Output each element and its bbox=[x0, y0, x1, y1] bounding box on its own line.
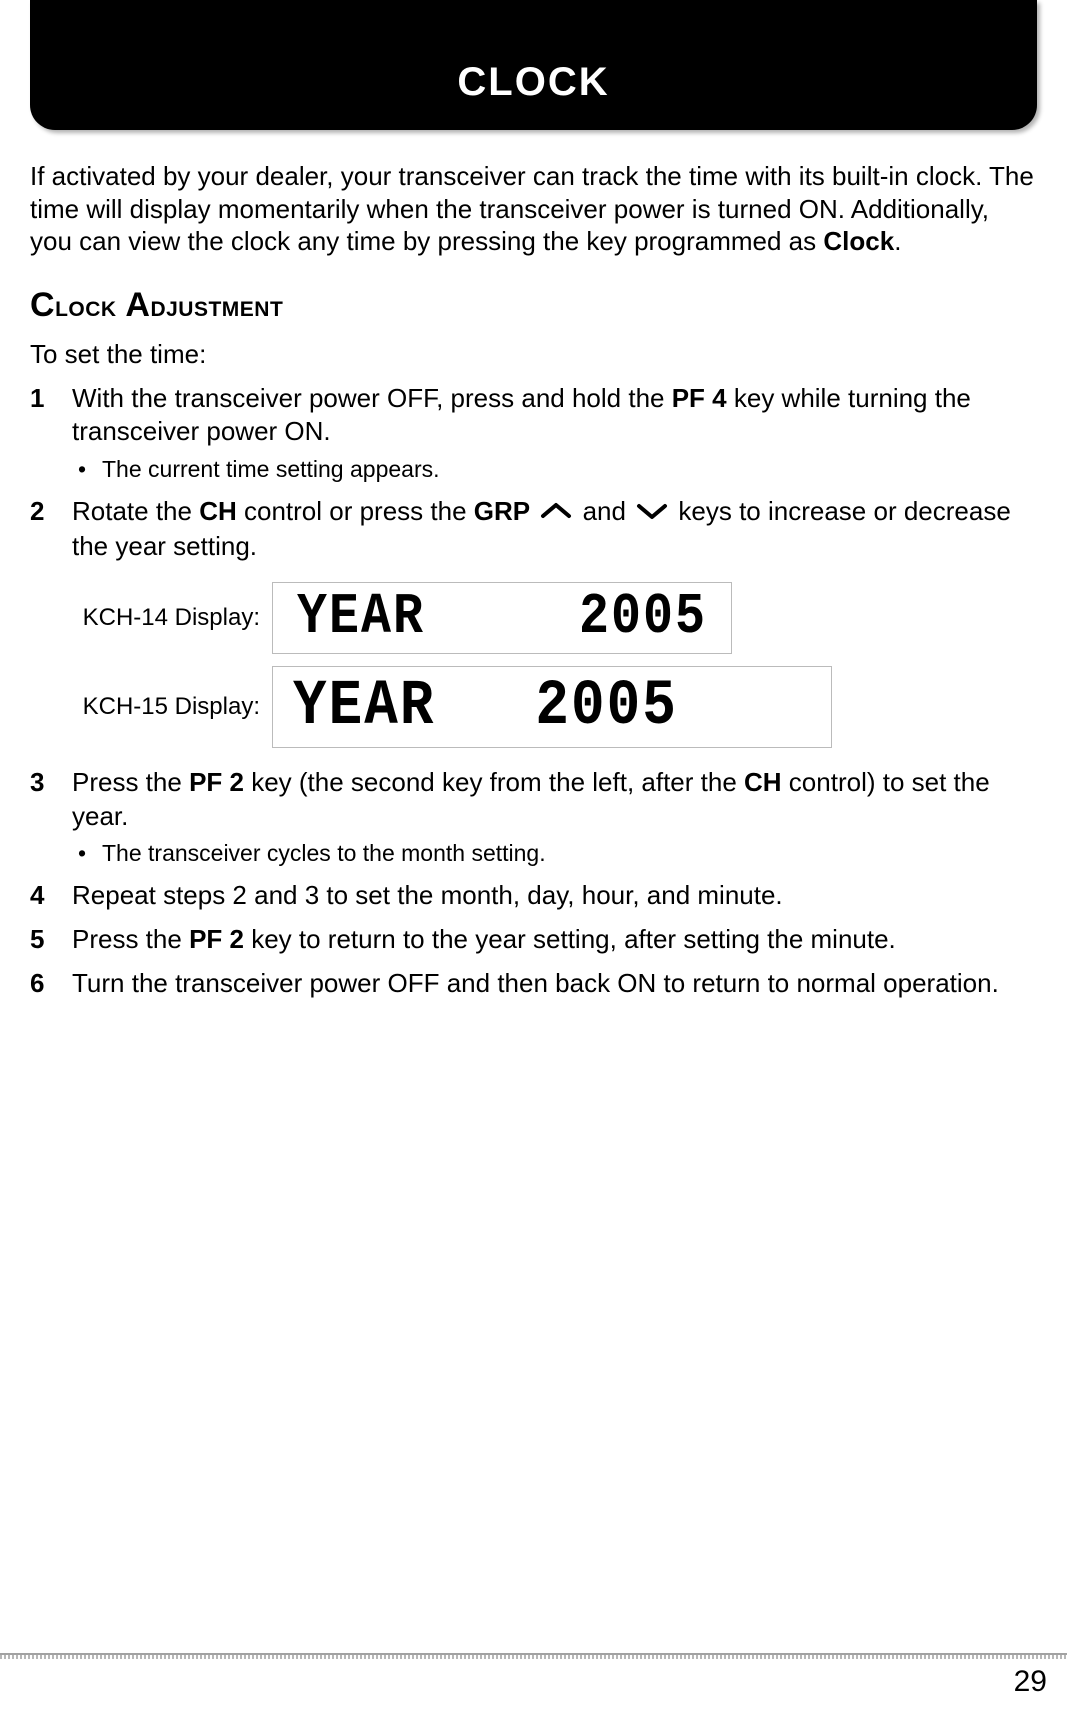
page-header-tab: CLOCK bbox=[30, 0, 1037, 130]
intro-paragraph: If activated by your dealer, your transc… bbox=[30, 160, 1037, 258]
step-4: 4 Repeat steps 2 and 3 to set the month,… bbox=[30, 879, 1037, 913]
bullet-dot: • bbox=[72, 455, 102, 485]
down-arrow-icon bbox=[635, 496, 669, 530]
step-bold: CH bbox=[199, 496, 237, 526]
to-set-text: To set the time: bbox=[30, 339, 1037, 370]
step-1: 1 With the transceiver power OFF, press … bbox=[30, 382, 1037, 485]
step-text: key to return to the year setting, after… bbox=[244, 924, 896, 954]
step-body: Rotate the CH control or press the GRP a… bbox=[72, 495, 1037, 564]
section-title: Clock Adjustment bbox=[30, 286, 1037, 325]
up-arrow-icon bbox=[539, 496, 573, 530]
step-text: Press the bbox=[72, 767, 189, 797]
step-body: Repeat steps 2 and 3 to set the month, d… bbox=[72, 879, 1037, 913]
step-2: 2 Rotate the CH control or press the GRP… bbox=[30, 495, 1037, 564]
step-text: and bbox=[575, 496, 633, 526]
lcd-display-15: YEAR 2005 bbox=[272, 666, 832, 748]
step-body: Press the PF 2 key (the second key from … bbox=[72, 766, 1037, 869]
bullet-text: The transceiver cycles to the month sett… bbox=[102, 839, 546, 869]
step-bullet: • The transceiver cycles to the month se… bbox=[72, 839, 1037, 869]
bullet-dot: • bbox=[72, 839, 102, 869]
intro-bold: Clock bbox=[823, 226, 894, 256]
display-label: KCH-14 Display: bbox=[72, 602, 272, 633]
display-row-14: KCH-14 Display: YEAR 2005 bbox=[72, 582, 1037, 654]
lcd-text: YEAR bbox=[297, 580, 425, 655]
bullet-text: The current time setting appears. bbox=[102, 455, 440, 485]
step-3: 3 Press the PF 2 key (the second key fro… bbox=[30, 766, 1037, 869]
step-text: Press the bbox=[72, 924, 189, 954]
intro-tail: . bbox=[894, 226, 901, 256]
step-bold: PF 2 bbox=[189, 767, 244, 797]
display-row-15: KCH-15 Display: YEAR 2005 bbox=[72, 666, 1037, 748]
header-title: CLOCK bbox=[457, 60, 609, 105]
step-number: 1 bbox=[30, 382, 72, 485]
step-number: 5 bbox=[30, 923, 72, 957]
display-label: KCH-15 Display: bbox=[72, 691, 272, 722]
lcd-text: 2005 bbox=[579, 580, 707, 655]
step-bold: PF 2 bbox=[189, 924, 244, 954]
step-number: 6 bbox=[30, 967, 72, 1001]
footer-divider bbox=[0, 1653, 1067, 1659]
step-number: 2 bbox=[30, 495, 72, 564]
step-text: key (the second key from the left, after… bbox=[244, 767, 744, 797]
step-bullet: • The current time setting appears. bbox=[72, 455, 1037, 485]
step-text: Rotate the bbox=[72, 496, 199, 526]
steps-list: 1 With the transceiver power OFF, press … bbox=[30, 382, 1037, 1001]
step-text: control or press the bbox=[237, 496, 474, 526]
lcd-display-14: YEAR 2005 bbox=[272, 582, 732, 654]
step-body: Turn the transceiver power OFF and then … bbox=[72, 967, 1037, 1001]
step-text: With the transceiver power OFF, press an… bbox=[72, 383, 672, 413]
step-number: 3 bbox=[30, 766, 72, 869]
step-6: 6 Turn the transceiver power OFF and the… bbox=[30, 967, 1037, 1001]
step-bold: GRP bbox=[474, 496, 530, 526]
display-examples: KCH-14 Display: YEAR 2005 KCH-15 Display… bbox=[72, 582, 1037, 748]
step-bold: CH bbox=[744, 767, 782, 797]
page-number: 29 bbox=[1014, 1665, 1047, 1699]
lcd-text: 2005 bbox=[535, 665, 677, 749]
step-bold: PF 4 bbox=[672, 383, 727, 413]
step-number: 4 bbox=[30, 879, 72, 913]
step-body: With the transceiver power OFF, press an… bbox=[72, 382, 1037, 485]
step-body: Press the PF 2 key to return to the year… bbox=[72, 923, 1037, 957]
step-5: 5 Press the PF 2 key to return to the ye… bbox=[30, 923, 1037, 957]
lcd-text: YEAR bbox=[293, 665, 435, 749]
